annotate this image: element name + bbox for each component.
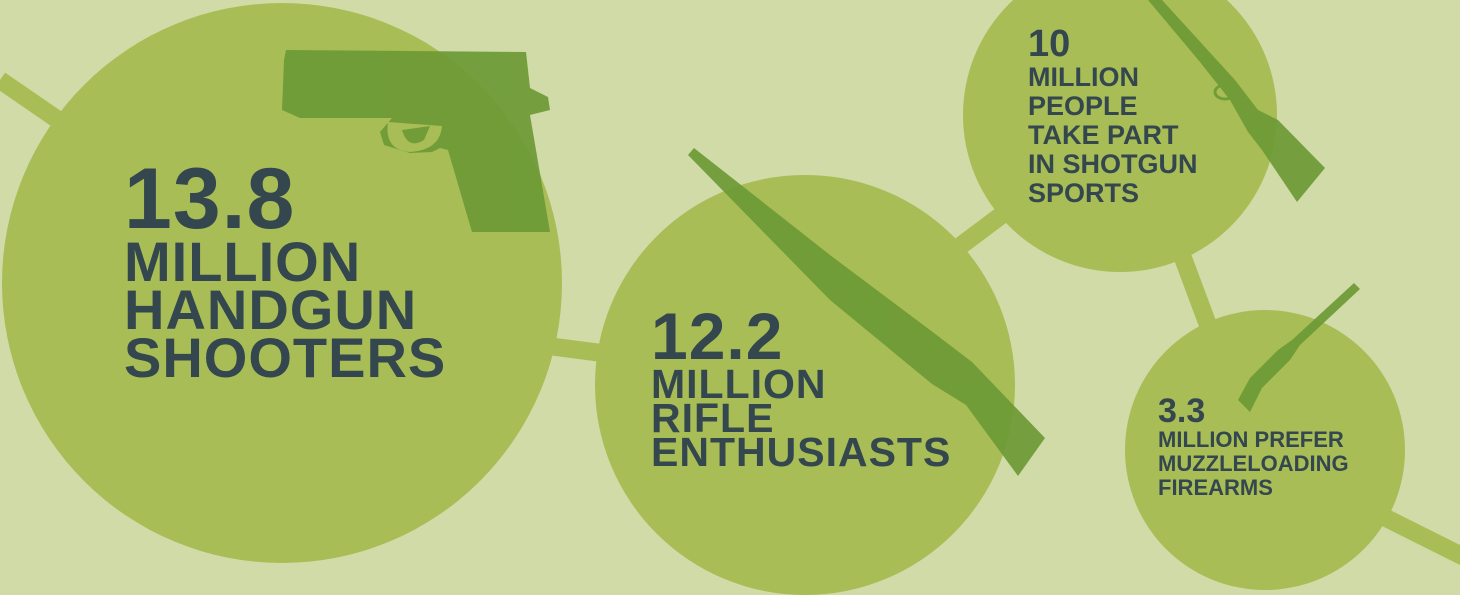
- handgun-icon: [282, 50, 550, 232]
- shotgun-line-1: MILLION: [1028, 62, 1139, 92]
- shotgun-number: 10: [1028, 23, 1071, 65]
- handgun-line-2: HANDGUN: [124, 278, 418, 341]
- muzzleloader-icon: [1238, 283, 1360, 412]
- rifle-icon: [688, 148, 1045, 476]
- shotgun-circle: [963, 0, 1277, 272]
- shotgun-line-5: SPORTS: [1028, 178, 1140, 208]
- shotgun-icon: [1148, 0, 1325, 202]
- shotgun-line-3: TAKE PART: [1028, 120, 1179, 150]
- shotgun-line-4: IN SHOTGUN: [1028, 149, 1198, 179]
- connector-line: [1171, 246, 1217, 329]
- shotgun-line-2: PEOPLE: [1028, 91, 1138, 121]
- rifle-number: 12.2: [651, 299, 784, 373]
- handgun-number: 13.8: [124, 151, 296, 247]
- shotgun-stat: 10 MILLION PEOPLE TAKE PART IN SHOTGUN S…: [1028, 25, 1198, 208]
- handgun-line-1: MILLION: [124, 230, 362, 293]
- muzzleloader-line-1: MILLION PREFER: [1158, 427, 1344, 452]
- rifle-circle: [595, 175, 1015, 595]
- muzzleloader-stat: 3.3 MILLION PREFER MUZZLELOADING FIREARM…: [1158, 394, 1349, 500]
- handgun-line-3: SHOOTERS: [124, 326, 447, 389]
- rifle-line-2: RIFLE: [651, 395, 775, 441]
- rifle-stat: 12.2 MILLION RIFLE ENTHUSIASTS: [651, 299, 952, 475]
- muzzleloader-line-3: FIREARMS: [1158, 475, 1273, 500]
- rifle-line-1: MILLION: [651, 361, 827, 407]
- muzzleloader-number: 3.3: [1158, 392, 1206, 430]
- muzzleloader-line-2: MUZZLELOADING: [1158, 451, 1349, 476]
- rifle-line-3: ENTHUSIASTS: [651, 429, 952, 475]
- muzzleloader-circle: [1125, 310, 1405, 590]
- handgun-stat: 13.8 MILLION HANDGUN SHOOTERS: [124, 151, 447, 389]
